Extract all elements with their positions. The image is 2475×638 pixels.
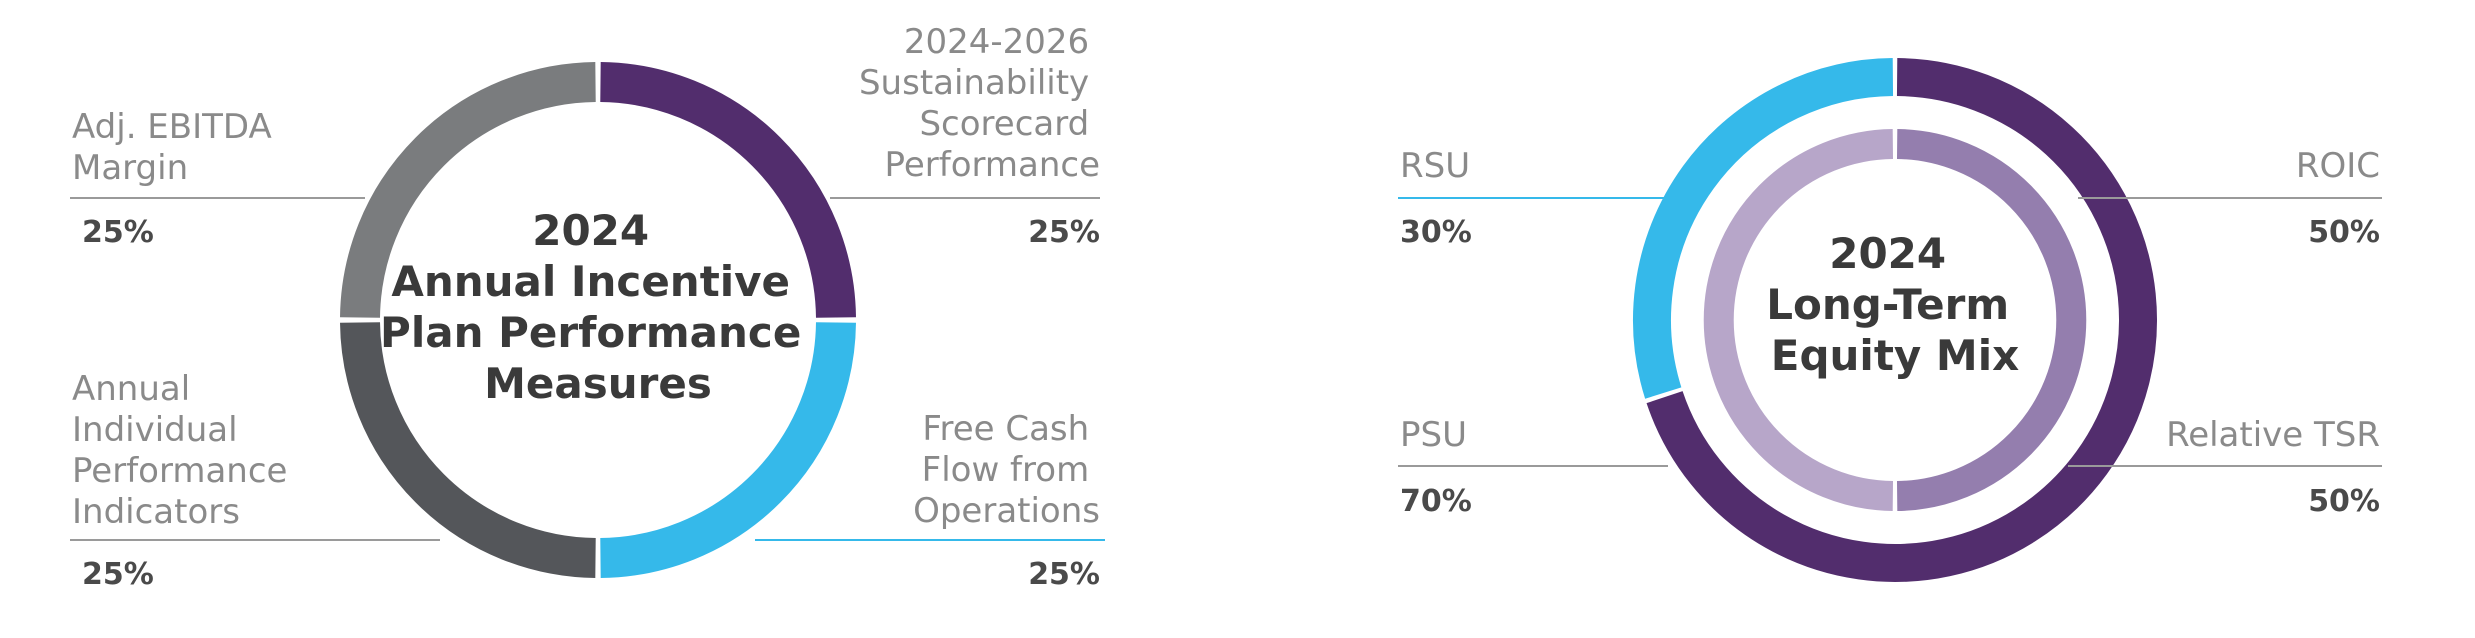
equity-mix-outer-ring [1633, 58, 2157, 582]
inner-ring-slice-1 [1703, 129, 1894, 511]
slice-value-ebitda: 25% [82, 215, 154, 250]
annual-incentive-title: 2024 Annual Incentive Plan Performance M… [380, 206, 816, 408]
ring-label-psu: PSU [1400, 415, 1467, 455]
donut-slice-1 [600, 322, 856, 578]
inner-ring-slice-0 [1896, 129, 2087, 511]
annual-incentive-donut [340, 62, 856, 578]
donut-slice-0 [600, 62, 856, 318]
slice-value-free-cash-flow: 25% [1028, 557, 1100, 592]
ring-value-psu: 70% [1400, 484, 1472, 519]
outer-ring-slice-1 [1646, 58, 2157, 582]
slice-value-individual: 25% [82, 557, 154, 592]
ring-label-relative-tsr: Relative TSR [2166, 415, 2380, 455]
slice-label-free-cash-flow: Free Cash Flow from Operations [913, 409, 1100, 531]
ring-value-relative-tsr: 50% [2308, 484, 2380, 519]
slice-label-individual: Annual Individual Performance Indicators [72, 369, 298, 532]
ring-label-rsu: RSU [1400, 146, 1470, 186]
ring-value-rsu: 30% [1400, 215, 1472, 250]
slice-label-ebitda: Adj. EBITDA Margin [72, 107, 283, 188]
annual-incentive-chart: 2024-2026 Sustainability Scorecard Perfo… [70, 22, 1105, 592]
equity-mix-chart: RSU 30% PSU 70% ROIC 50% Relative TSR 50… [1398, 58, 2382, 582]
donut-slice-3 [340, 62, 596, 318]
slice-value-sustainability: 25% [1028, 215, 1100, 250]
ring-value-roic: 50% [2308, 215, 2380, 250]
donut-slice-2 [340, 322, 596, 578]
ring-label-roic: ROIC [2296, 146, 2380, 186]
equity-mix-title: 2024 Long-Term Equity Mix [1766, 229, 2024, 380]
equity-mix-inner-ring [1703, 129, 2087, 511]
slice-label-sustainability: 2024-2026 Sustainability Scorecard Perfo… [859, 22, 1100, 185]
outer-ring-slice-0 [1633, 58, 1894, 399]
